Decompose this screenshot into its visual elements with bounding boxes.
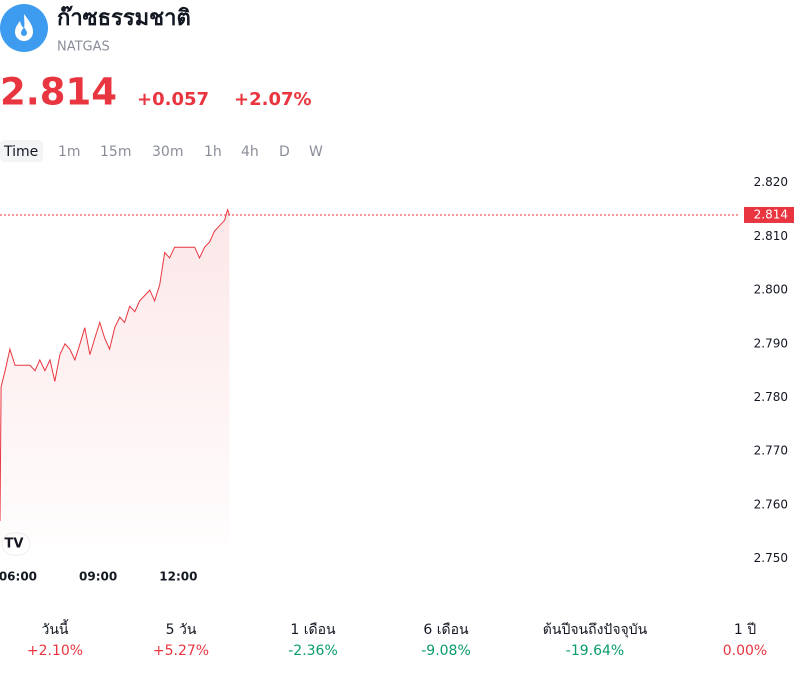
timeframe-tab[interactable]: 1h (204, 144, 222, 160)
timeframe-tab[interactable]: 1m (58, 144, 81, 160)
timeframe-tab[interactable]: 30m (152, 144, 183, 160)
x-tick-label: 09:00 (79, 570, 117, 584)
timeframe-tab[interactable]: 15m (100, 144, 131, 160)
y-tick-label: 2.780 (754, 390, 788, 404)
perf-label: วันนี้ (41, 619, 69, 638)
timeframe-tab[interactable]: W (309, 144, 323, 160)
change-pct: +2.07% (234, 89, 312, 110)
y-tick-label: 2.770 (754, 444, 788, 458)
perf-label: 1 ปี (734, 622, 756, 638)
y-tick-label: 2.750 (754, 551, 788, 565)
perf-label: 1 เดือน (290, 622, 336, 638)
y-tick-label: 2.820 (754, 175, 788, 189)
perf-label: 5 วัน (166, 622, 197, 638)
change: +0.057 (137, 89, 209, 110)
perf-value: +2.10% (27, 643, 83, 659)
title: ก๊าซธรรมชาติ (57, 5, 191, 31)
area (0, 209, 230, 545)
perf-value: 0.00% (723, 643, 767, 659)
perf-value: -9.08% (421, 643, 471, 659)
flame-icon (15, 14, 33, 41)
perf-label: 6 เดือน (423, 622, 469, 638)
timeframe-tab[interactable]: Time (3, 144, 38, 160)
last-price-badge (744, 206, 794, 223)
x-tick-label: 12:00 (159, 570, 197, 584)
x-tick-label: 06:00 (0, 570, 37, 584)
perf-value: +5.27% (153, 643, 209, 659)
price: 2.814 (0, 71, 117, 114)
perf-value: -2.36% (288, 643, 338, 659)
y-tick-label: 2.810 (754, 229, 788, 243)
perf-value: -19.64% (566, 643, 624, 659)
timeframe-tab[interactable]: D (279, 144, 290, 160)
price-line (0, 207, 230, 522)
y-tick-label: 2.790 (754, 336, 788, 350)
y-tick-label: 2.760 (754, 497, 788, 511)
tab-selected-bg (0, 140, 43, 162)
symbol: NATGAS (57, 40, 110, 55)
y-tick-label: 2.800 (754, 283, 788, 297)
last-price-label: 2.814 (754, 207, 788, 221)
perf-label: ต้นปีจนถึงปัจจุบัน (543, 622, 648, 638)
timeframe-tab[interactable]: 4h (241, 144, 259, 160)
